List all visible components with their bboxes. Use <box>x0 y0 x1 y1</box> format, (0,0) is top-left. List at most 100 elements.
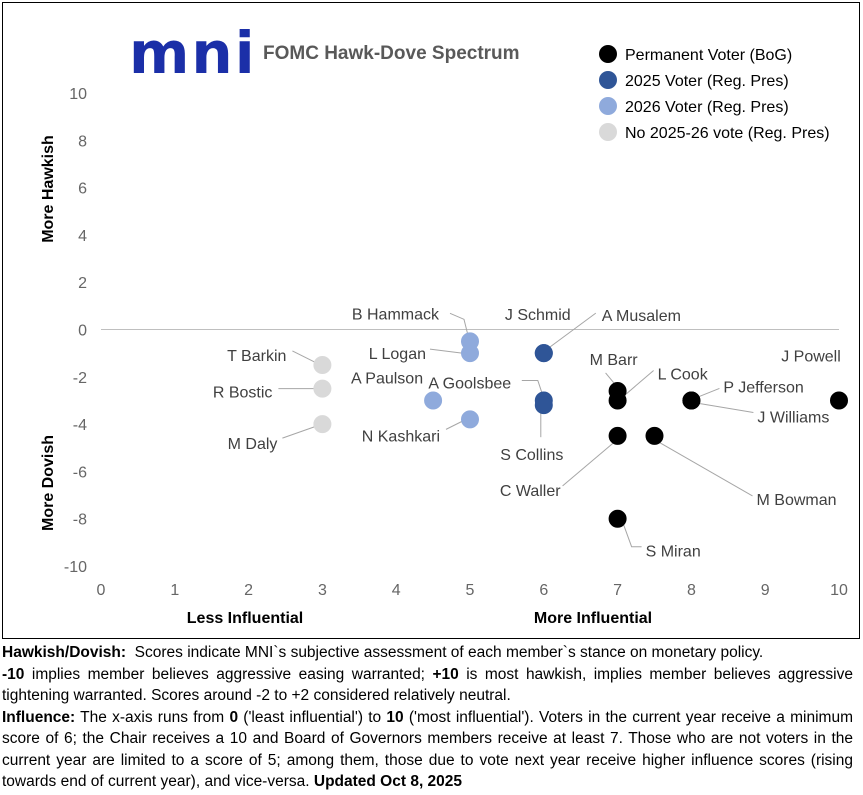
point-t-barkin <box>313 355 332 374</box>
leader-s-miran <box>623 524 642 548</box>
label-j-schmid: J Schmid <box>505 307 571 324</box>
label-m-daly: M Daly <box>228 436 278 453</box>
chart-title: FOMC Hawk-Dove Spectrum <box>263 43 520 64</box>
x-tick-label: 0 <box>97 582 106 599</box>
label-a-musalem: A Musalem <box>602 308 681 325</box>
label-p-jefferson: P Jefferson <box>723 379 803 396</box>
leader-p-jefferson <box>699 387 720 397</box>
point-l-logan <box>461 344 479 363</box>
tick-layer: 10 8 6 4 2 0 -2 -4 -6 -8 -10 0 1 2 3 4 5 6 7 8 9 10 <box>64 86 848 599</box>
legend-label-3: No 2025-26 vote (Reg. Pres) <box>625 125 830 142</box>
y-tick-label: -10 <box>64 559 87 576</box>
point-m-bowman <box>645 426 664 445</box>
x-tick-label: 8 <box>687 582 696 599</box>
note-influence-c: ('most influential'). Voters in the curr… <box>2 708 853 791</box>
footnotes: Hawkish/Dovish: Scores indicate MNI`s su… <box>2 642 853 793</box>
y-tick-label: 0 <box>78 323 87 340</box>
note-plus-ten: +10 <box>432 665 459 683</box>
x-axis-label-right: More Influential <box>534 610 652 627</box>
label-m-bowman: M Bowman <box>757 492 837 509</box>
x-tick-label: 7 <box>613 582 622 599</box>
note-scale-a: implies member believes aggressive easin… <box>31 665 425 683</box>
y-tick-label: 6 <box>78 181 87 198</box>
note-scale-b: is most hawkish, implies member believes… <box>2 665 853 705</box>
note-updated: Updated Oct 8, 2025 <box>313 773 463 790</box>
label-l-cook: L Cook <box>658 366 709 383</box>
note-hawkish-text: Scores indicate MNI`s subjective assessm… <box>134 644 764 661</box>
point-j-williams <box>682 391 701 410</box>
x-tick-label: 3 <box>318 582 327 599</box>
note-influence-a: The x-axis runs from <box>80 708 225 726</box>
point-s-collins <box>534 396 553 415</box>
x-tick-label: 9 <box>761 582 770 599</box>
chart-svg: mni FOMC Hawk-Dove Spectrum Less Influen… <box>40 19 848 627</box>
label-b-hammack: B Hammack <box>352 306 440 323</box>
leader-m-daly <box>282 425 317 439</box>
y-tick-label: -2 <box>73 370 87 387</box>
note-scale: -10 implies member believes aggressive e… <box>2 664 853 707</box>
point-a-paulson <box>424 391 443 410</box>
point-r-bostic <box>313 379 332 398</box>
note-minus-ten: -10 <box>2 665 25 683</box>
legend-label-1: 2025 Voter (Reg. Pres) <box>625 73 789 90</box>
x-tick-label: 10 <box>830 582 848 599</box>
x-tick-label: 6 <box>539 582 548 599</box>
point-s-miran <box>608 509 627 528</box>
label-t-barkin: T Barkin <box>227 348 286 365</box>
y-tick-label: -6 <box>73 464 87 481</box>
leader-t-barkin <box>292 350 317 364</box>
x-tick-label: 5 <box>466 582 475 599</box>
leader-j-williams <box>699 402 754 413</box>
mni-logo: mni <box>129 19 257 87</box>
legend-marker-1 <box>599 71 617 89</box>
leader-a-musalem <box>549 312 597 348</box>
label-l-logan: L Logan <box>369 346 426 363</box>
point-m-daly <box>313 415 332 434</box>
label-j-powell: J Powell <box>781 348 841 365</box>
y-tick-label: -4 <box>73 417 87 434</box>
legend-marker-2 <box>599 97 617 115</box>
leader-m-bowman <box>658 441 753 497</box>
y-axis-label-bottom: More Dovish <box>40 435 57 531</box>
leader-n-kashkari <box>445 420 463 430</box>
y-axis-label-top: More Hawkish <box>40 135 57 243</box>
label-n-kashkari: N Kashkari <box>362 428 440 445</box>
note-influence-head: Influence: <box>2 708 76 726</box>
note-hawkish-head: Hawkish/Dovish: <box>2 644 127 661</box>
note-influence: Influence: The x-axis runs from 0 ('leas… <box>2 707 853 793</box>
note-hawkish-dovish: Hawkish/Dovish: Scores indicate MNI`s su… <box>2 642 853 664</box>
y-tick-label: 8 <box>78 133 87 150</box>
label-s-miran: S Miran <box>646 544 701 561</box>
x-tick-label: 1 <box>170 582 179 599</box>
y-tick-label: 4 <box>78 228 87 245</box>
point-labels: J Powell P Jefferson J Williams L Cook M Bar… <box>213 306 841 560</box>
label-c-waller: C Waller <box>500 483 561 500</box>
note-ten: 10 <box>386 708 404 726</box>
leader-lines <box>278 312 754 548</box>
point-a-musalem <box>534 344 553 363</box>
legend-label-2: 2026 Voter (Reg. Pres) <box>625 99 789 116</box>
y-tick-label: 2 <box>78 275 87 292</box>
leader-a-goolsbee <box>521 379 543 393</box>
x-tick-label: 4 <box>392 582 401 599</box>
label-a-goolsbee: A Goolsbee <box>428 375 511 392</box>
leader-c-waller <box>562 441 615 487</box>
note-zero: 0 <box>229 708 239 726</box>
label-a-paulson: A Paulson <box>351 370 423 387</box>
point-j-powell <box>830 391 848 410</box>
point-m-barr <box>608 381 627 400</box>
chart-frame: mni FOMC Hawk-Dove Spectrum Less Influen… <box>2 2 860 639</box>
legend-marker-3 <box>599 123 617 141</box>
leader-b-hammack <box>449 312 469 336</box>
legend-marker-0 <box>599 45 617 63</box>
x-axis-label-left: Less Influential <box>187 610 303 627</box>
label-s-collins: S Collins <box>500 447 563 464</box>
point-c-waller <box>608 426 627 445</box>
note-influence-b: ('least influential') to <box>243 708 382 726</box>
y-tick-label: -8 <box>73 512 87 529</box>
leader-l-cook <box>625 370 654 395</box>
y-tick-label: 10 <box>69 86 87 103</box>
data-points <box>313 332 848 528</box>
label-r-bostic: R Bostic <box>213 385 273 402</box>
point-n-kashkari <box>461 410 479 429</box>
